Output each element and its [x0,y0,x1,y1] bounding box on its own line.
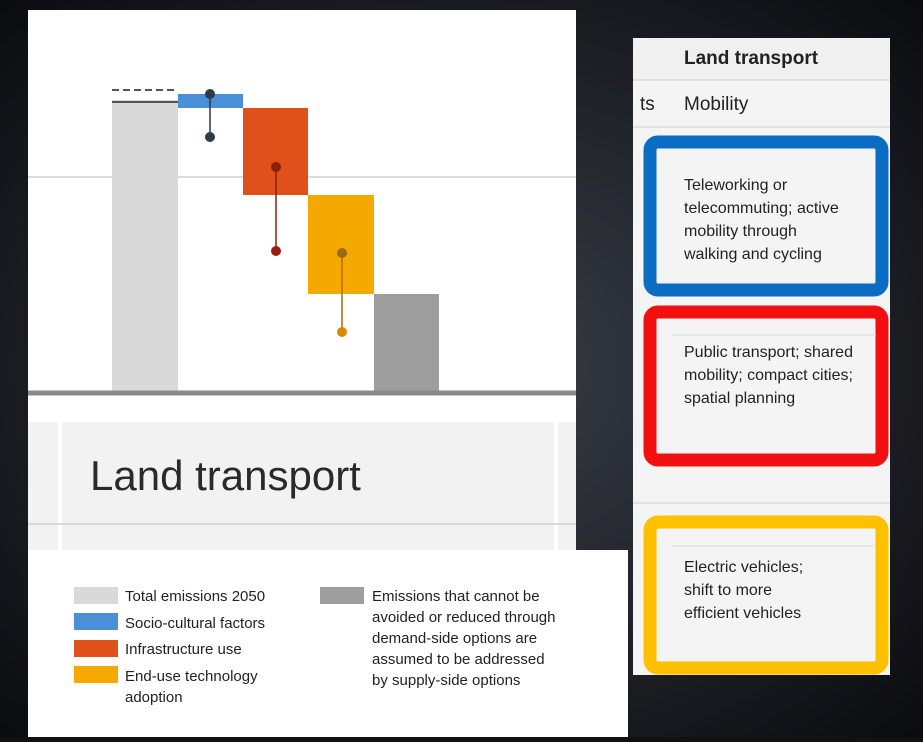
legend-label: Infrastructure use [125,641,242,658]
cell-text: efficient vehicles [684,605,801,622]
range-dot [337,248,347,258]
cell-text: Teleworking or [684,177,788,194]
legend-label: Socio-cultural factors [125,615,265,632]
legend-label: demand-side options are [372,630,537,647]
cell-text: Electric vehicles; [684,559,803,576]
category: Mobility [684,94,749,115]
legend-label: by supply-side options [372,672,520,689]
legend-label: adoption [125,689,183,706]
highlight-box [650,312,882,460]
legend-label: Emissions that cannot be [372,588,540,605]
cell-text: Public transport; shared [684,344,853,361]
row-label: ts [640,94,655,115]
legend-label: End-use technology [125,668,258,685]
residual-bar [374,294,439,391]
cell-text: mobility through [684,223,797,240]
legend-swatch [74,640,118,657]
range-dot [205,89,215,99]
range-dot [205,132,215,142]
legend-label: assumed to be addressed [372,651,545,668]
cell-text: shift to more [684,582,772,599]
range-dot [271,246,281,256]
range-dot [271,162,281,172]
section-title: Land transport [90,452,361,499]
legend-swatch [74,587,118,604]
legend-label: avoided or reduced through [372,609,555,626]
legend-swatch [74,666,118,683]
screenshot: Land transport Total emissions 2050 Socio… [0,0,923,737]
table-header: Land transport [684,48,819,69]
cell-text: walking and cycling [683,246,822,263]
legend-swatch [320,587,364,604]
cell-text: spatial planning [684,390,795,407]
cell-text: mobility; compact cities; [684,367,853,384]
cell-text: telecommuting; active [684,200,839,217]
technology-bar [308,195,374,294]
total-bar [112,100,178,391]
legend-swatch [74,613,118,630]
range-dot [337,327,347,337]
legend-label: Total emissions 2050 [125,588,265,605]
